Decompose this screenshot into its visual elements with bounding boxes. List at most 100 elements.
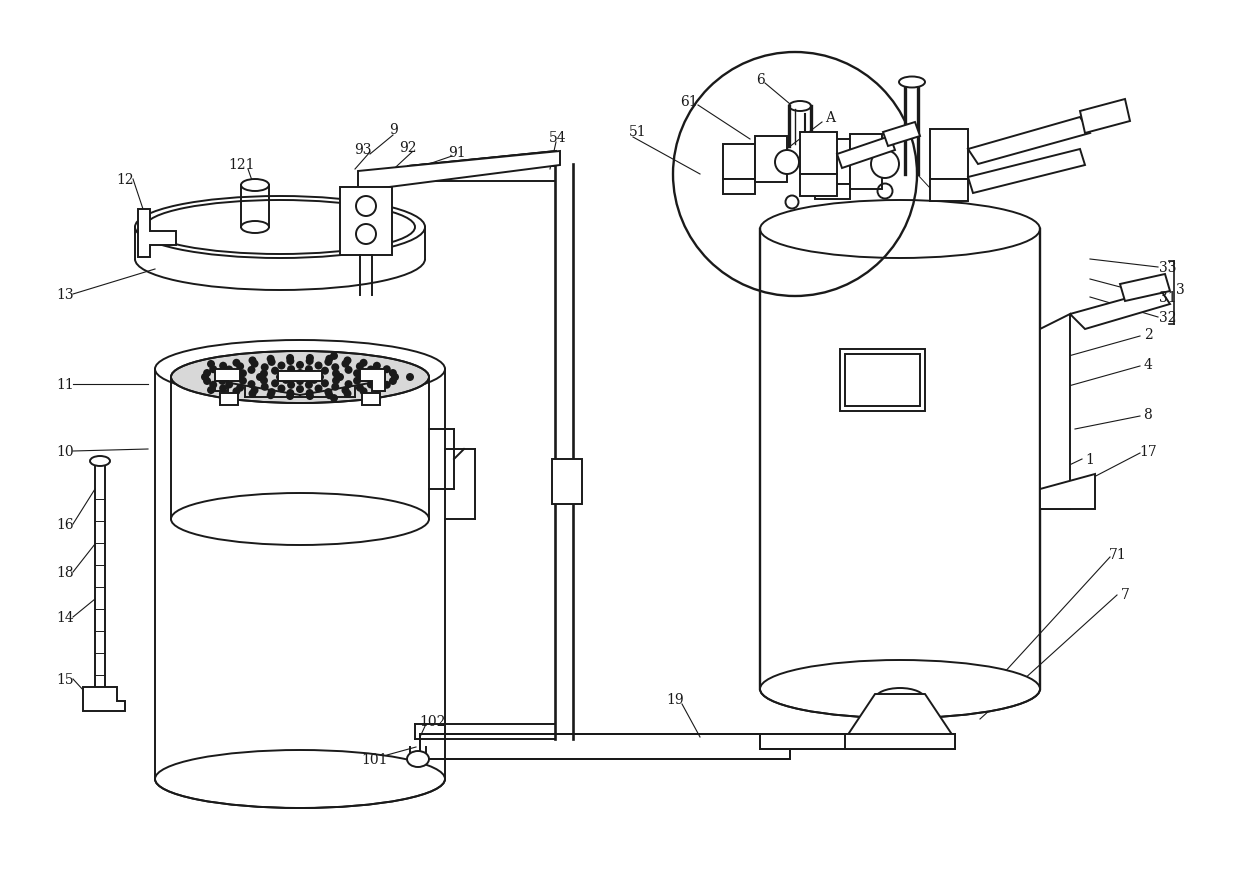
Circle shape [345, 381, 352, 389]
Circle shape [331, 363, 340, 371]
Circle shape [305, 390, 314, 398]
Text: 33: 33 [1159, 261, 1177, 275]
Circle shape [286, 355, 294, 363]
Polygon shape [930, 180, 968, 202]
Circle shape [330, 394, 339, 403]
Circle shape [286, 392, 294, 400]
Ellipse shape [899, 77, 925, 89]
Circle shape [341, 387, 350, 395]
Circle shape [278, 385, 285, 393]
Circle shape [239, 370, 247, 378]
Circle shape [325, 389, 332, 397]
Ellipse shape [875, 688, 925, 710]
Polygon shape [883, 123, 920, 147]
Text: 4: 4 [1143, 357, 1152, 371]
Circle shape [201, 373, 210, 382]
Circle shape [260, 363, 269, 371]
Circle shape [272, 367, 279, 375]
Circle shape [360, 359, 367, 367]
Circle shape [286, 357, 294, 365]
Polygon shape [358, 152, 560, 191]
Circle shape [268, 358, 275, 366]
Circle shape [267, 392, 274, 399]
Circle shape [373, 370, 382, 378]
Text: 6: 6 [755, 73, 764, 87]
Polygon shape [968, 118, 1090, 165]
Circle shape [356, 385, 363, 392]
Circle shape [315, 362, 322, 371]
Ellipse shape [171, 351, 429, 404]
Polygon shape [755, 137, 787, 183]
Circle shape [272, 380, 279, 388]
Circle shape [218, 378, 227, 385]
Circle shape [373, 378, 382, 385]
Text: 19: 19 [666, 692, 683, 706]
Circle shape [325, 356, 334, 363]
Circle shape [288, 381, 295, 390]
Bar [362, 393, 379, 406]
Ellipse shape [870, 151, 899, 179]
Polygon shape [1070, 290, 1171, 329]
Ellipse shape [760, 201, 1040, 259]
Ellipse shape [155, 750, 445, 808]
Circle shape [383, 381, 391, 389]
Circle shape [343, 390, 351, 398]
Polygon shape [723, 145, 755, 180]
Circle shape [232, 359, 241, 367]
Circle shape [219, 363, 227, 371]
Circle shape [260, 371, 268, 378]
Polygon shape [849, 135, 882, 190]
Ellipse shape [91, 457, 110, 466]
Circle shape [373, 385, 381, 392]
Circle shape [305, 381, 312, 390]
Polygon shape [844, 694, 955, 739]
Circle shape [331, 384, 340, 392]
Circle shape [345, 366, 352, 374]
Circle shape [330, 352, 339, 361]
Text: 18: 18 [56, 565, 74, 579]
Polygon shape [138, 210, 176, 258]
Polygon shape [968, 150, 1085, 194]
Circle shape [248, 381, 255, 389]
Circle shape [332, 377, 340, 385]
Circle shape [315, 385, 322, 393]
Ellipse shape [760, 660, 1040, 718]
Text: 15: 15 [56, 673, 74, 687]
Circle shape [343, 357, 351, 365]
Bar [844, 355, 920, 407]
Circle shape [383, 366, 391, 374]
Polygon shape [815, 140, 849, 184]
Circle shape [260, 384, 269, 392]
Circle shape [288, 366, 295, 374]
Circle shape [360, 388, 367, 396]
Polygon shape [1120, 275, 1171, 302]
Text: 51: 51 [629, 125, 647, 139]
Text: 31: 31 [1159, 291, 1177, 305]
Ellipse shape [155, 341, 445, 399]
Ellipse shape [775, 151, 799, 175]
Circle shape [207, 386, 215, 394]
Polygon shape [815, 184, 849, 200]
Polygon shape [408, 152, 556, 182]
Text: 71: 71 [1109, 547, 1127, 561]
Polygon shape [360, 370, 384, 392]
Circle shape [296, 362, 304, 370]
Text: 2: 2 [1143, 327, 1152, 342]
Text: 11: 11 [56, 378, 74, 392]
Polygon shape [1080, 100, 1130, 133]
Circle shape [250, 387, 259, 395]
Circle shape [267, 356, 274, 363]
Circle shape [405, 373, 414, 382]
Circle shape [210, 381, 217, 389]
Circle shape [296, 370, 304, 378]
Circle shape [255, 373, 264, 382]
Ellipse shape [171, 493, 429, 545]
Text: 1: 1 [1085, 452, 1095, 466]
Circle shape [203, 378, 211, 385]
Polygon shape [1040, 474, 1095, 509]
Circle shape [248, 366, 255, 374]
Text: 93: 93 [355, 143, 372, 157]
Circle shape [281, 371, 290, 378]
Circle shape [389, 378, 397, 385]
Circle shape [353, 378, 361, 385]
